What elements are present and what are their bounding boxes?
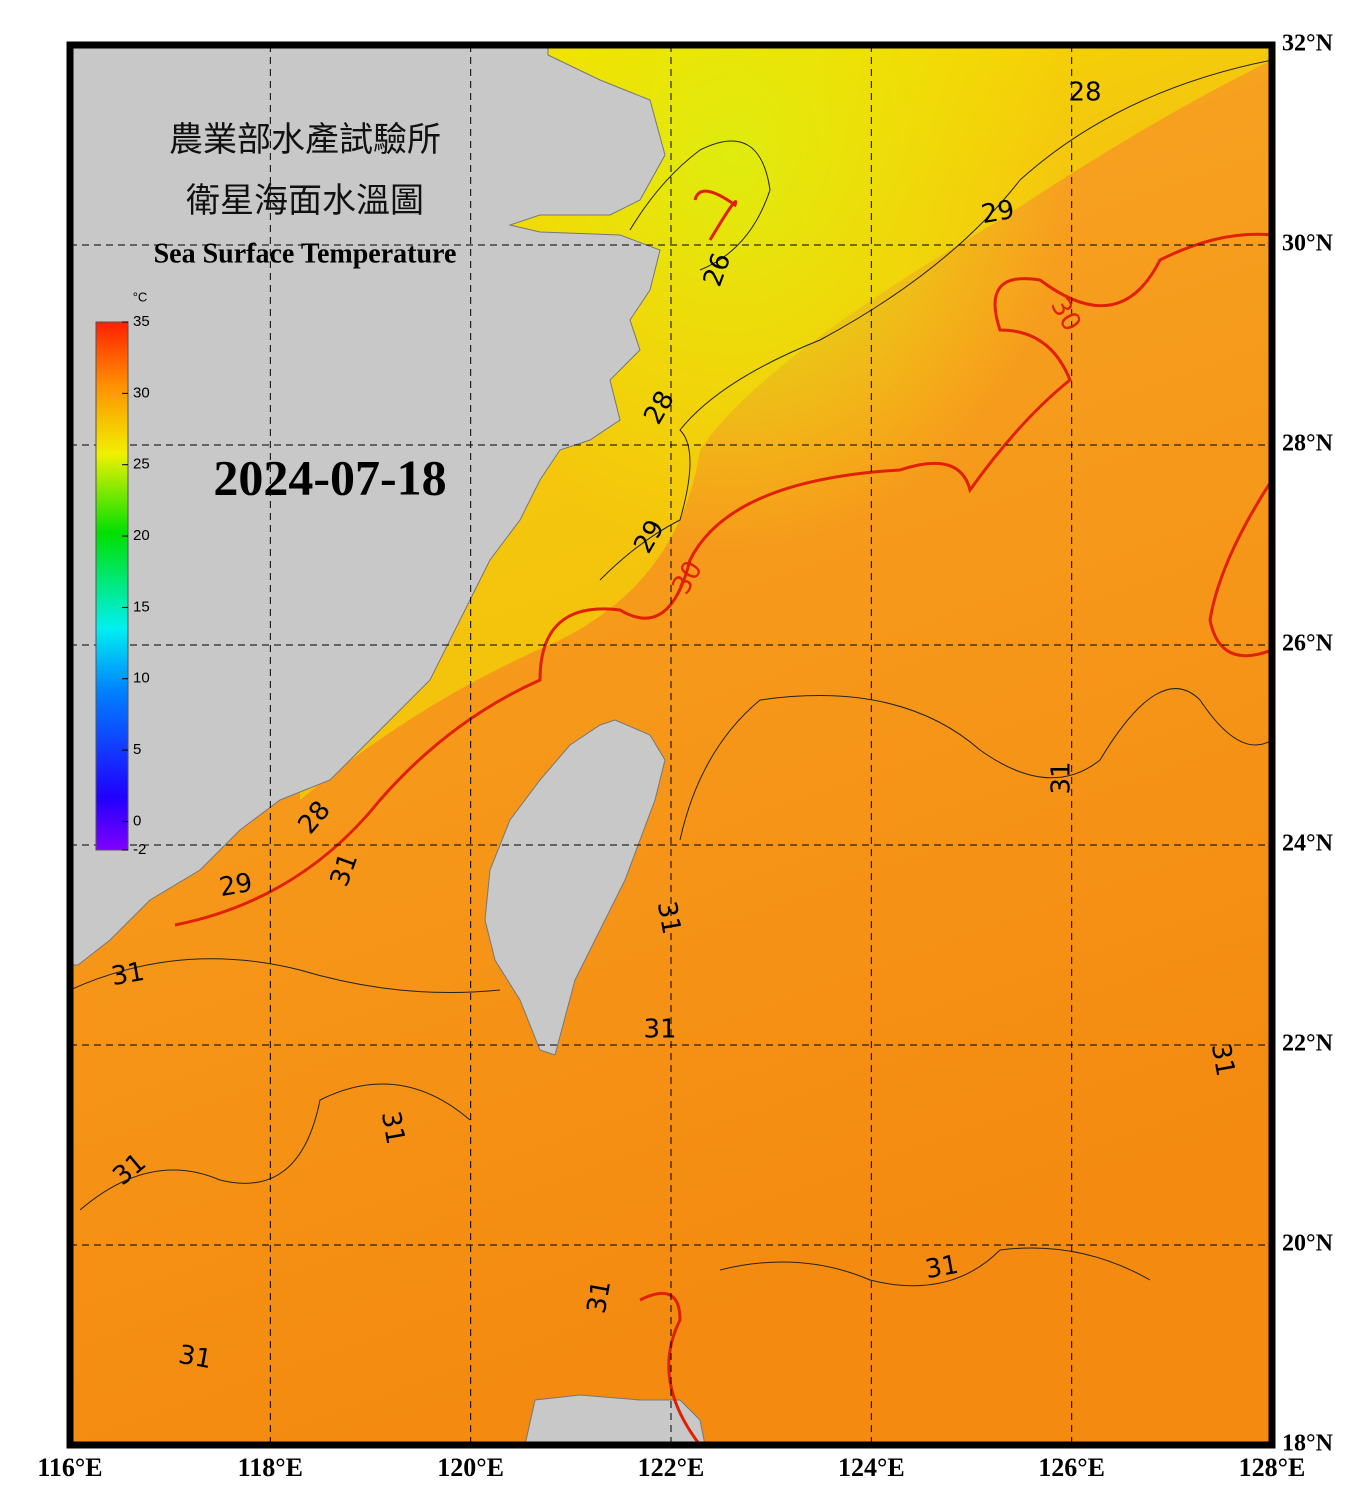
lat-tick-label: 18°N xyxy=(1282,1431,1334,1457)
colorbar-tick-label: 5 xyxy=(133,741,141,758)
lon-tick-label: 116°E xyxy=(37,1453,102,1482)
date: 2024-07-18 xyxy=(213,449,446,505)
lat-tick-label: 30°N xyxy=(1282,231,1334,257)
contour-label: 31 xyxy=(651,899,686,937)
graticule xyxy=(70,45,1272,1445)
colorbar-tick-label: 35 xyxy=(133,313,150,330)
title-en: Sea Surface Temperature xyxy=(154,238,457,269)
map-frame xyxy=(66,41,1276,1449)
colorbar-tick-label: -2 xyxy=(133,841,146,858)
colorbar-tick-label: 25 xyxy=(133,456,150,473)
lon-tick-label: 118°E xyxy=(238,1453,303,1482)
colorbar-tick-label: 10 xyxy=(133,670,150,687)
taiwan xyxy=(484,719,666,1056)
contours xyxy=(70,59,1272,1287)
contour-label: 31 xyxy=(1047,761,1077,794)
contour-label: 31 xyxy=(923,1250,961,1285)
title-zh-2: 衛星海面水溫圖 xyxy=(186,181,424,221)
lat-tick-label: 20°N xyxy=(1282,1231,1334,1257)
lat-tick-label: 22°N xyxy=(1282,1031,1334,1057)
colorbar-tick-label: 0 xyxy=(133,812,141,829)
luzon xyxy=(524,1394,706,1445)
lat-tick-label: 26°N xyxy=(1282,631,1334,657)
colorbar-tick-label: 15 xyxy=(133,598,150,615)
title-zh-1: 農業部水產試驗所 xyxy=(169,120,441,160)
lat-tick-label: 24°N xyxy=(1282,831,1334,857)
lat-tick-label: 28°N xyxy=(1282,431,1334,457)
lon-tick-label: 120°E xyxy=(437,1453,504,1482)
lon-tick-label: 128°E xyxy=(1239,1453,1306,1482)
lat-tick-label: 32°N xyxy=(1282,31,1334,57)
colorbar xyxy=(95,321,129,851)
contour-label: 31 xyxy=(643,1015,676,1045)
contour-label: 28 xyxy=(1068,78,1101,108)
lon-tick-label: 124°E xyxy=(838,1453,905,1482)
contour-label: 31 xyxy=(375,1109,410,1147)
lon-tick-label: 122°E xyxy=(638,1453,705,1482)
map-area xyxy=(70,45,1272,1445)
contour-label: 31 xyxy=(109,957,147,992)
colorbar-unit: °C xyxy=(133,289,148,304)
contour-label: 31 xyxy=(1205,1041,1240,1079)
lon-tick-label: 126°E xyxy=(1038,1453,1105,1482)
colorbar-tick-label: 30 xyxy=(133,384,150,401)
colorbar-tick-label: 20 xyxy=(133,527,150,544)
contour-label: 29 xyxy=(979,195,1017,230)
contour-30 xyxy=(174,189,1272,1445)
contour-label: 31 xyxy=(176,1340,214,1375)
contour-label: 31 xyxy=(582,1278,617,1316)
contour-label: 29 xyxy=(217,868,255,903)
mainland xyxy=(70,45,666,966)
